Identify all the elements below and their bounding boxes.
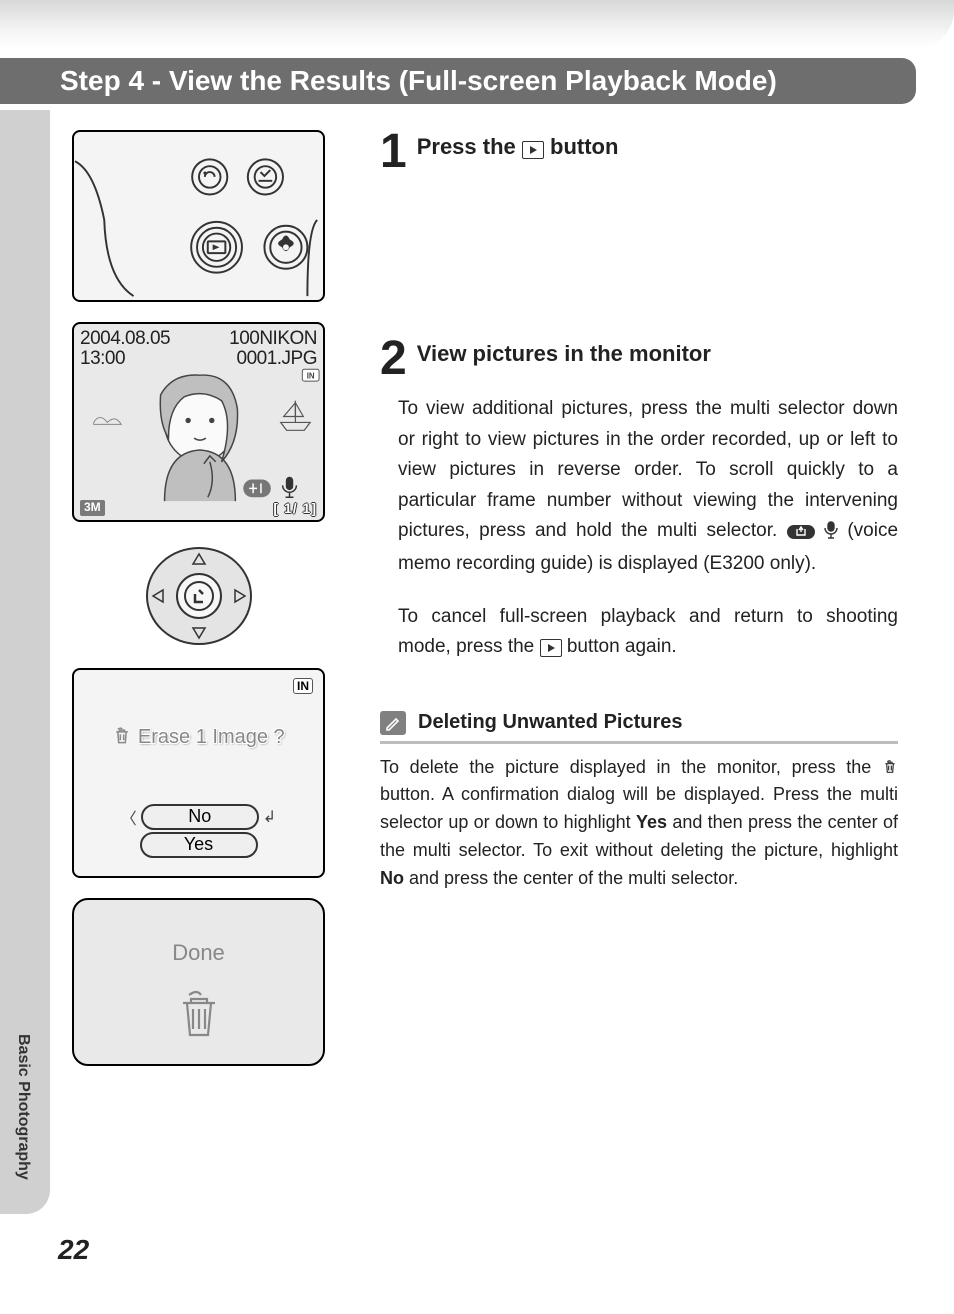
enter-icon: ↲ [263,807,276,827]
erase-dialog-illustration: IN Erase 1 Image ? 〈 No ↲ Yes [72,668,325,878]
transfer-pill-icon [787,525,815,539]
multi-selector-svg [139,542,259,650]
note-no: No [380,868,404,888]
note-body: To delete the picture displayed in the m… [380,754,898,893]
step-2-title: View pictures in the monitor [417,337,711,367]
illustration-column: 2004.08.05 13:00 100NIKON 0001.JPG [72,130,325,1086]
note-title: Deleting Unwanted Pictures [418,711,683,734]
note-rule [380,741,898,744]
trash-icon [112,726,132,746]
pencil-note-icon [380,711,406,735]
page-title: Step 4 - View the Results (Full-screen P… [60,65,777,97]
page-number: 22 [58,1234,89,1266]
done-trash-wrap [74,989,323,1044]
erase-prompt: Erase 1 Image ? [74,726,323,749]
playback-scene-svg: IN [74,324,323,521]
page-title-bar: Step 4 - View the Results (Full-screen P… [0,58,916,104]
step-1-title: Press the button [417,130,619,160]
mic-icon [824,519,838,549]
page-top-shadow [0,0,954,50]
multi-selector-illustration [139,542,259,650]
playback-screen-illustration: 2004.08.05 13:00 100NIKON 0001.JPG [72,322,325,522]
side-tab: Basic Photography [0,110,50,1214]
size-badge: 3M [80,500,105,516]
note-section: Deleting Unwanted Pictures To delete the… [380,711,898,893]
side-tab-label: Basic Photography [14,1034,32,1180]
content-column: 1 Press the button 2 View pictures in th… [380,130,898,893]
camera-buttons-illustration [72,130,325,302]
left-caret-icon: 〈 [121,805,137,829]
step-2: 2 View pictures in the monitor [380,337,898,380]
svg-text:IN: IN [307,372,315,381]
trash-icon [882,759,898,775]
play-button-icon [540,639,562,657]
in-badge-icon: IN [293,678,313,694]
playback-bottom-row: 3M [ 1/ 1] [80,500,317,516]
step-number: 2 [380,337,407,380]
done-label: Done [74,940,323,966]
erase-option-no: No [141,804,259,830]
trash-icon [177,989,221,1039]
note-yes: Yes [636,812,667,832]
step-2-body-2: To cancel full-screen playback and retur… [398,602,898,663]
step-number: 1 [380,130,407,173]
erase-options: 〈 No ↲ Yes [74,804,323,858]
note-header: Deleting Unwanted Pictures [380,711,898,735]
camera-buttons-svg [74,132,323,300]
done-screen-illustration: Done [72,898,325,1066]
step-1: 1 Press the button [380,130,898,173]
step-2-body-1: To view additional pictures, press the m… [398,394,898,579]
frame-counter: [ 1/ 1] [273,500,317,516]
play-button-icon [522,141,544,159]
erase-option-yes: Yes [140,832,258,858]
